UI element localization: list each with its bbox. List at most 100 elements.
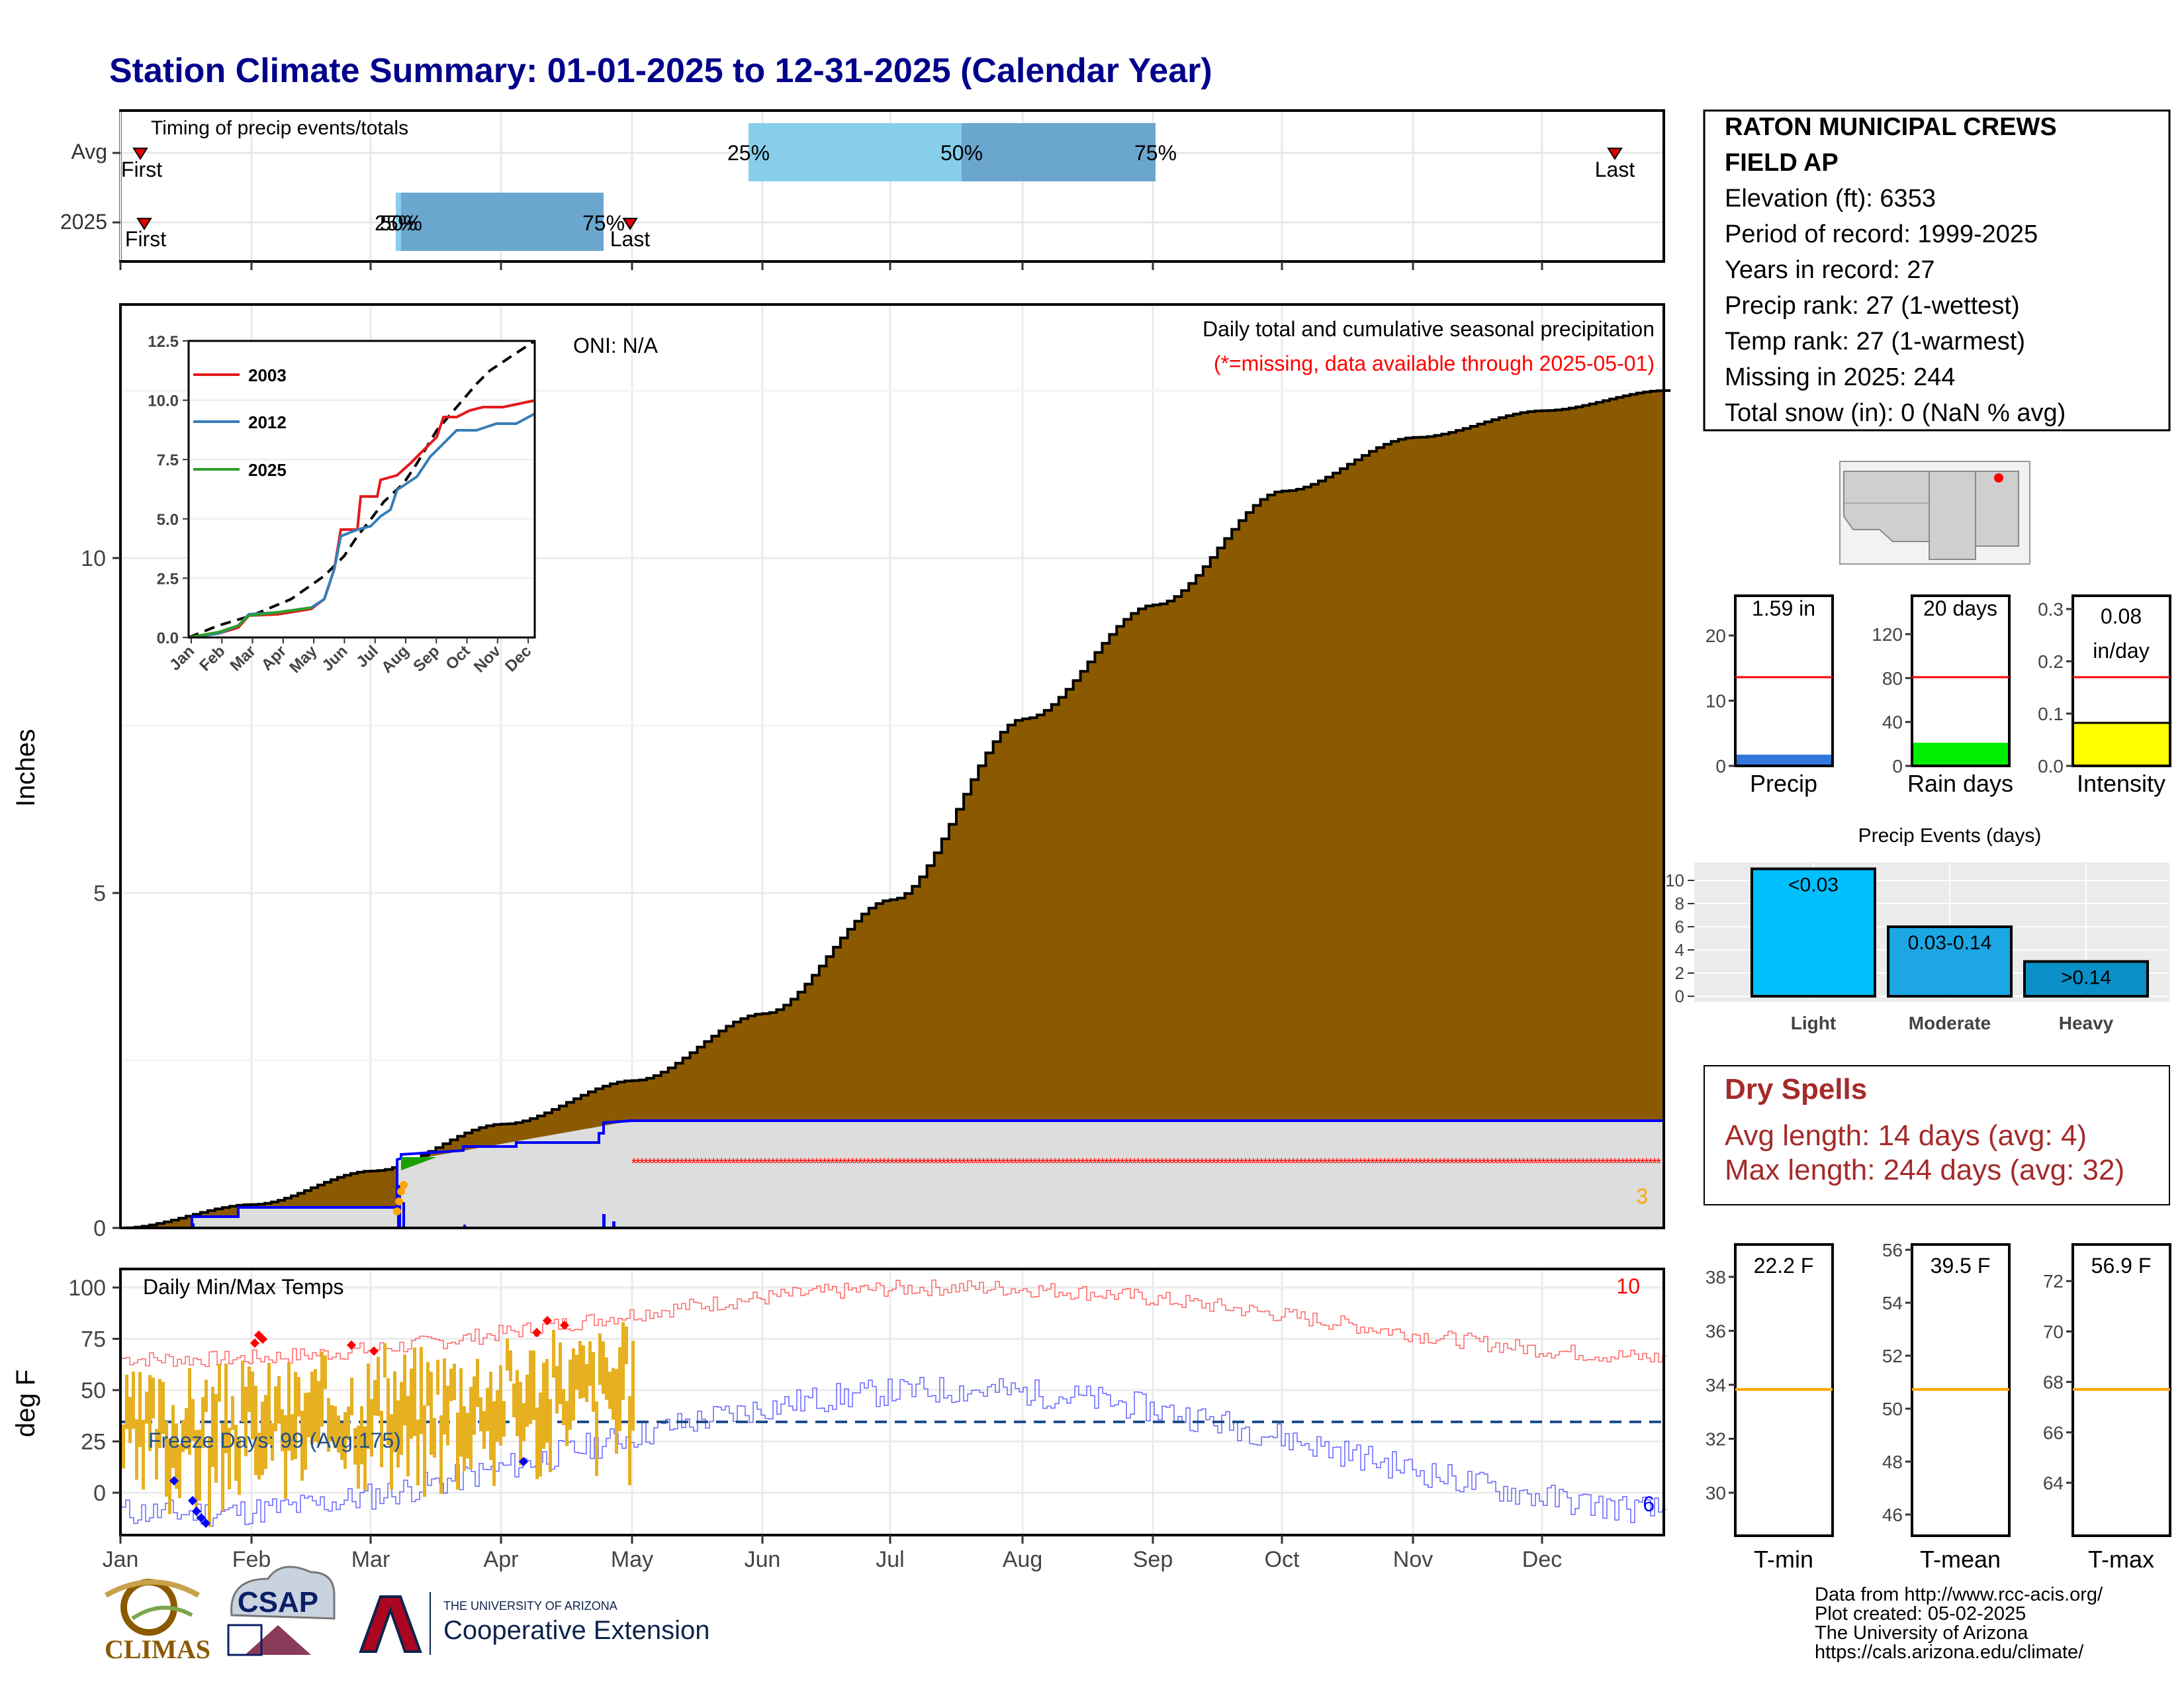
missing-marker: * bbox=[1271, 1155, 1277, 1172]
daily-temp-bar bbox=[403, 1354, 406, 1426]
missing-marker: * bbox=[929, 1155, 935, 1172]
missing-marker: * bbox=[909, 1155, 915, 1172]
month-tick-label: Jan bbox=[103, 1547, 139, 1572]
daily-temp-bar bbox=[327, 1397, 330, 1452]
missing-marker: * bbox=[747, 1155, 752, 1172]
missing-marker: * bbox=[1604, 1155, 1610, 1172]
missing-marker: * bbox=[1310, 1155, 1316, 1172]
daily-temp-bar bbox=[592, 1352, 595, 1412]
timing-title: Timing of precip events/totals bbox=[151, 117, 408, 139]
missing-marker: * bbox=[1291, 1155, 1297, 1172]
missing-marker: * bbox=[1469, 1155, 1475, 1172]
missing-marker: * bbox=[1545, 1155, 1551, 1172]
gauge-tick: 32 bbox=[1706, 1429, 1726, 1449]
gauge-tick: 68 bbox=[2043, 1372, 2064, 1393]
missing-marker: * bbox=[1298, 1155, 1304, 1172]
daily-temp-bar bbox=[400, 1382, 403, 1455]
missing-marker: * bbox=[1382, 1155, 1388, 1172]
daily-temp-bar bbox=[337, 1415, 340, 1453]
events-bar-label: >0.14 bbox=[2061, 967, 2111, 989]
gauge-tick: 48 bbox=[1882, 1452, 1903, 1472]
daily-temp-bar bbox=[545, 1358, 549, 1443]
credit-plot: Plot created: 05-02-2025 bbox=[1815, 1603, 2026, 1624]
daily-temp-bar bbox=[181, 1419, 185, 1452]
daily-temp-bar bbox=[340, 1423, 343, 1460]
missing-marker: * bbox=[1449, 1155, 1455, 1172]
intensity-gauge: 0.08 in/day Intensity 0.0 0.1 0.2 0.3 bbox=[2038, 594, 2171, 797]
timing-x-ticks bbox=[119, 261, 1543, 270]
page-title: Station Climate Summary: 01-01-2025 to 1… bbox=[109, 52, 1212, 90]
daily-temp-bar bbox=[459, 1368, 463, 1457]
missing-marker: * bbox=[949, 1155, 955, 1172]
daily-temp-bar bbox=[512, 1383, 516, 1417]
daily-temp-bar bbox=[370, 1399, 373, 1457]
missing-marker: * bbox=[1350, 1155, 1356, 1172]
daily-temp-bar bbox=[549, 1399, 552, 1472]
inset-legend-2012: 2012 bbox=[248, 412, 287, 432]
station-name-line2: FIELD AP bbox=[1725, 149, 1839, 177]
daily-temp-bar bbox=[506, 1338, 509, 1371]
gauge-tick: 66 bbox=[2043, 1423, 2064, 1443]
missing-marker: * bbox=[1580, 1155, 1586, 1172]
gauge-tick: 80 bbox=[1882, 668, 1903, 688]
gauge-tick: 20 bbox=[1706, 626, 1726, 646]
daily-precip-bar bbox=[397, 1185, 401, 1228]
events-bar-label: 0.03-0.14 bbox=[1908, 932, 1992, 954]
inset-legend-2025: 2025 bbox=[248, 460, 287, 480]
missing-marker: * bbox=[977, 1155, 983, 1172]
missing-marker: * bbox=[1453, 1155, 1459, 1172]
daily-temp-bar bbox=[198, 1429, 201, 1501]
missing-marker: * bbox=[1569, 1155, 1574, 1172]
temp-y-tick: 0 bbox=[93, 1481, 106, 1506]
missing-marker: * bbox=[1584, 1155, 1590, 1172]
temp-y-tick: 75 bbox=[81, 1327, 106, 1352]
daily-temp-bar bbox=[281, 1409, 284, 1452]
daily-temp-bar bbox=[264, 1395, 267, 1470]
missing-marker: * bbox=[1465, 1155, 1471, 1172]
daily-temp-bar bbox=[284, 1415, 287, 1499]
missing-marker: * bbox=[1148, 1155, 1154, 1172]
daily-temp-bar bbox=[208, 1437, 211, 1526]
missing-marker: * bbox=[1473, 1155, 1479, 1172]
daily-temp-bar bbox=[373, 1380, 377, 1416]
daily-temp-bar bbox=[350, 1378, 353, 1416]
missing-marker: * bbox=[981, 1155, 987, 1172]
credit-data: Data from http://www.rcc-acis.org/ bbox=[1815, 1584, 2103, 1605]
precip-y-tick: 5 bbox=[93, 881, 106, 906]
daily-temp-bar bbox=[628, 1395, 631, 1485]
missing-marker: * bbox=[1072, 1155, 1078, 1172]
missing-marker: * bbox=[925, 1155, 931, 1172]
month-tick-label: Dec bbox=[1522, 1547, 1562, 1572]
daily-temp-bar bbox=[158, 1379, 161, 1448]
events-cat-moderate: Moderate bbox=[1909, 1013, 1991, 1033]
daily-temp-bar bbox=[314, 1369, 317, 1442]
gauge-tick: 36 bbox=[1706, 1321, 1726, 1341]
missing-marker: * bbox=[1576, 1155, 1582, 1172]
precip-gauge: 1.59 in Precip 0 10 20 bbox=[1706, 594, 1834, 797]
missing-marker: * bbox=[743, 1155, 749, 1172]
avg-tmax-line bbox=[122, 1280, 1666, 1368]
missing-marker: * bbox=[1648, 1155, 1654, 1172]
daily-temp-bar bbox=[565, 1401, 569, 1446]
daily-temp-bar bbox=[205, 1380, 208, 1413]
missing-marker: * bbox=[1406, 1155, 1412, 1172]
daily-temp-bar bbox=[294, 1372, 297, 1460]
missing-marker: * bbox=[1366, 1155, 1372, 1172]
tmin-value: 22.2 F bbox=[1754, 1254, 1814, 1278]
daily-temp-bar bbox=[155, 1429, 158, 1479]
missing-marker: * bbox=[1374, 1155, 1380, 1172]
gauge-tick: 64 bbox=[2043, 1473, 2064, 1493]
precip-gauge-ticks: 0 10 20 bbox=[1706, 626, 1735, 776]
missing-marker: * bbox=[1247, 1155, 1253, 1172]
missing-marker: * bbox=[1529, 1155, 1535, 1172]
intensity-gauge-value: 0.08 bbox=[2101, 604, 2142, 628]
daily-temp-bar bbox=[231, 1395, 234, 1430]
missing-marker: * bbox=[1501, 1155, 1507, 1172]
events-y-tick: 10 bbox=[1665, 870, 1684, 890]
intensity-gauge-ticks: 0.0 0.1 0.2 0.3 bbox=[2038, 599, 2073, 776]
daily-temp-bar bbox=[430, 1372, 433, 1455]
events-bar bbox=[2023, 960, 2149, 998]
daily-temp-bar bbox=[492, 1401, 496, 1486]
daily-temp-bar bbox=[188, 1368, 191, 1455]
precip-y-tick: 10 bbox=[81, 546, 106, 571]
